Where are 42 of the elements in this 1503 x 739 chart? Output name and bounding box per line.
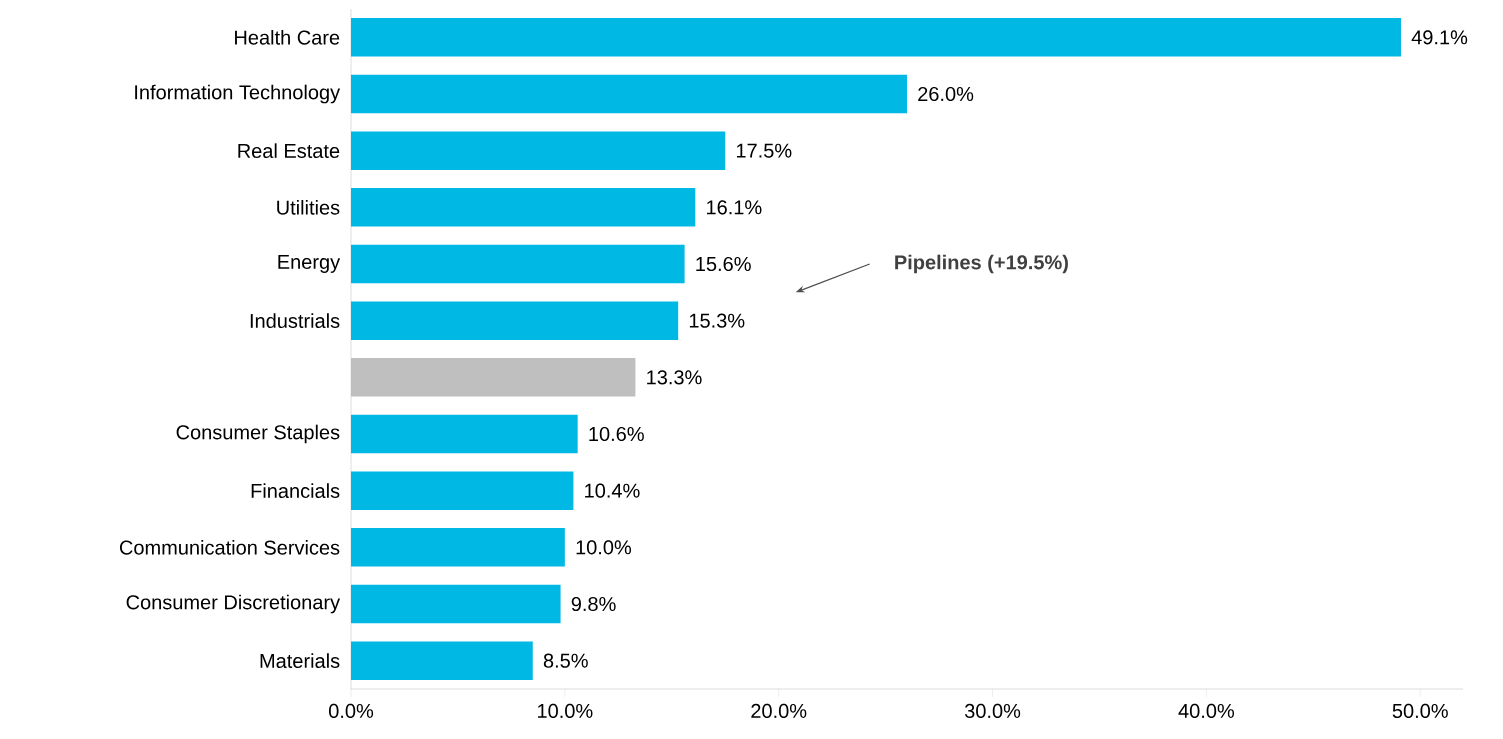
- data-label: 15.3%: [689, 313, 745, 328]
- data-label: 10.0%: [576, 540, 632, 555]
- y-tick-label: Communication Services: [119, 539, 340, 555]
- x-tick-label: 30.0%: [964, 703, 1021, 719]
- y-tick-label: Financials: [251, 483, 340, 499]
- bar: [351, 641, 533, 680]
- data-label: 26.0%: [918, 86, 974, 102]
- x-tick-label: 40.0%: [1178, 703, 1235, 719]
- bar: [351, 471, 574, 510]
- y-tick-label: Utilities: [277, 199, 340, 215]
- data-label: 10.4%: [585, 483, 640, 498]
- bar: [351, 131, 726, 170]
- data-label: 8.5%: [543, 653, 588, 668]
- data-label: 15.6%: [696, 256, 751, 272]
- y-tick-label: Consumer Discretionary: [126, 594, 341, 614]
- x-tick-label: 10.0%: [538, 703, 593, 719]
- bar: [351, 528, 565, 567]
- y-tick-label: Real Estate: [238, 143, 340, 159]
- bar: [351, 301, 679, 340]
- data-label: 49.1%: [1411, 30, 1468, 45]
- data-label: 17.5%: [736, 143, 792, 158]
- y-tick-label: Energy: [278, 255, 341, 273]
- annotation: Pipelines (+19.5%): [895, 254, 1068, 274]
- bar: [351, 188, 696, 227]
- bar: [351, 414, 578, 454]
- bar: [351, 18, 1401, 57]
- data-label: 16.1%: [707, 200, 762, 215]
- x-tick-label: 20.0%: [751, 703, 807, 719]
- y-tick-label: Consumer Staples: [176, 424, 340, 444]
- y-tick-label: Industrials: [250, 313, 340, 329]
- y-tick-label: Health Care: [235, 29, 340, 45]
- data-label: 10.6%: [589, 426, 644, 442]
- y-tick-label: Materials: [260, 653, 340, 669]
- y-tick-label: Information Technology: [135, 84, 341, 104]
- bar: [351, 74, 907, 114]
- bar: [351, 584, 561, 624]
- bar: [351, 358, 636, 397]
- bar: [351, 244, 685, 284]
- data-label: 9.8%: [571, 596, 616, 612]
- x-tick-label: 50.0%: [1392, 703, 1448, 719]
- data-label: 13.3%: [647, 370, 702, 385]
- x-tick-label: 0.0%: [328, 703, 374, 719]
